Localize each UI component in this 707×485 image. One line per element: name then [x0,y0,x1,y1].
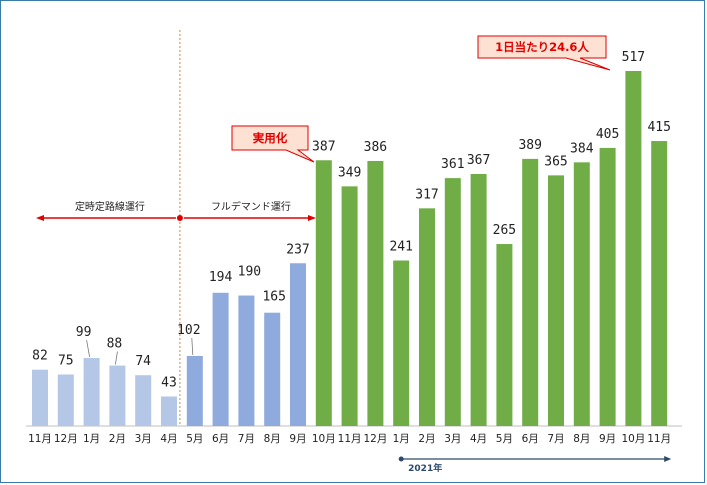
bar-9 [264,312,281,426]
x-tick-label-20: 7月 [547,433,564,445]
value-label-19: 389 [518,138,541,153]
value-label-9: 165 [262,290,285,305]
value-label-15: 317 [415,187,438,202]
value-label-13: 386 [364,140,387,155]
value-label-2: 99 [76,325,92,340]
callout-practical-text: 実用化 [253,131,288,145]
bar-3 [109,365,126,426]
value-label-6: 102 [177,323,200,338]
x-tick-label-0: 11月 [28,433,52,445]
bar-23 [625,71,642,426]
x-tick-label-22: 9月 [599,433,616,445]
bar-22 [599,147,616,427]
x-tick-label-6: 5月 [186,433,203,445]
value-label-5: 43 [161,375,177,390]
phase1-arrow-head [36,215,44,221]
bar-20 [548,175,564,426]
value-label-21: 384 [570,141,594,156]
bar-14 [393,260,410,426]
bar-8 [238,295,255,426]
value-label-11: 387 [312,139,335,154]
leader-line-2 [86,339,90,358]
leader-line-6 [191,337,194,355]
bar-19 [522,158,539,427]
value-label-10: 237 [286,242,309,257]
phase2-arrow-head [308,215,316,221]
x-tick-label-21: 8月 [573,433,590,445]
x-tick-label-2: 1月 [83,433,100,445]
value-label-4: 74 [135,354,151,369]
year-label: 2021年 [408,462,442,474]
value-label-14: 241 [389,240,412,255]
phase2-label: フルデマンド運行 [211,200,291,213]
x-tick-label-18: 5月 [496,433,513,445]
leader-line-3 [115,351,118,365]
bar-13 [367,160,384,426]
x-tick-label-9: 8月 [264,433,281,445]
callout-peak-box [477,35,611,71]
x-tick-label-8: 7月 [238,433,255,445]
value-label-24: 415 [647,120,670,135]
bar-12 [341,186,358,426]
x-tick-label-11: 10月 [312,433,336,445]
value-label-7: 194 [209,270,233,285]
bar-7 [212,292,229,426]
x-tick-label-15: 2月 [418,433,435,445]
x-tick-label-3: 2月 [109,433,126,445]
x-tick-label-10: 9月 [289,433,306,445]
x-tick-label-1: 12月 [54,433,78,445]
bar-11 [315,160,332,426]
bar-10 [290,263,306,426]
value-label-23: 517 [622,50,645,65]
callout-practical-box [231,125,315,163]
value-label-17: 367 [467,153,490,168]
phase-divider-dot [176,215,183,221]
value-label-1: 75 [58,354,74,369]
bar-2 [83,358,100,426]
x-tick-label-7: 6月 [212,433,229,445]
bar-24 [651,141,668,426]
bar-18 [496,244,513,426]
value-label-12: 349 [338,165,361,180]
bar-15 [419,208,435,426]
phase1-label: 定時定路線運行 [75,200,145,213]
bar-4 [135,375,152,426]
bar-21 [573,162,590,426]
bar-17 [470,173,487,426]
bar-0 [32,369,48,426]
x-tick-label-14: 1月 [393,433,410,445]
value-label-3: 88 [107,337,123,352]
x-tick-label-13: 12月 [363,433,387,445]
x-tick-label-19: 6月 [522,433,539,445]
value-label-0: 82 [32,349,48,364]
bar-1 [57,374,74,426]
x-tick-label-4: 3月 [135,433,152,445]
value-label-8: 190 [238,265,261,280]
value-label-22: 405 [596,127,619,142]
bar-16 [444,178,461,426]
value-label-16: 361 [441,157,464,172]
callout-peak-text: 1日当たり24.6人 [495,40,589,54]
x-tick-label-12: 11月 [338,433,362,445]
x-tick-label-23: 10月 [621,433,645,445]
x-tick-label-5: 4月 [160,433,177,445]
x-tick-label-24: 11月 [647,433,671,445]
x-tick-label-16: 3月 [444,433,461,445]
value-label-20: 365 [544,154,567,169]
bar-6 [186,355,203,426]
value-label-18: 265 [493,223,516,238]
x-tick-label-17: 4月 [470,433,487,445]
bar-5 [161,396,177,426]
year-arrow-head [664,456,672,462]
